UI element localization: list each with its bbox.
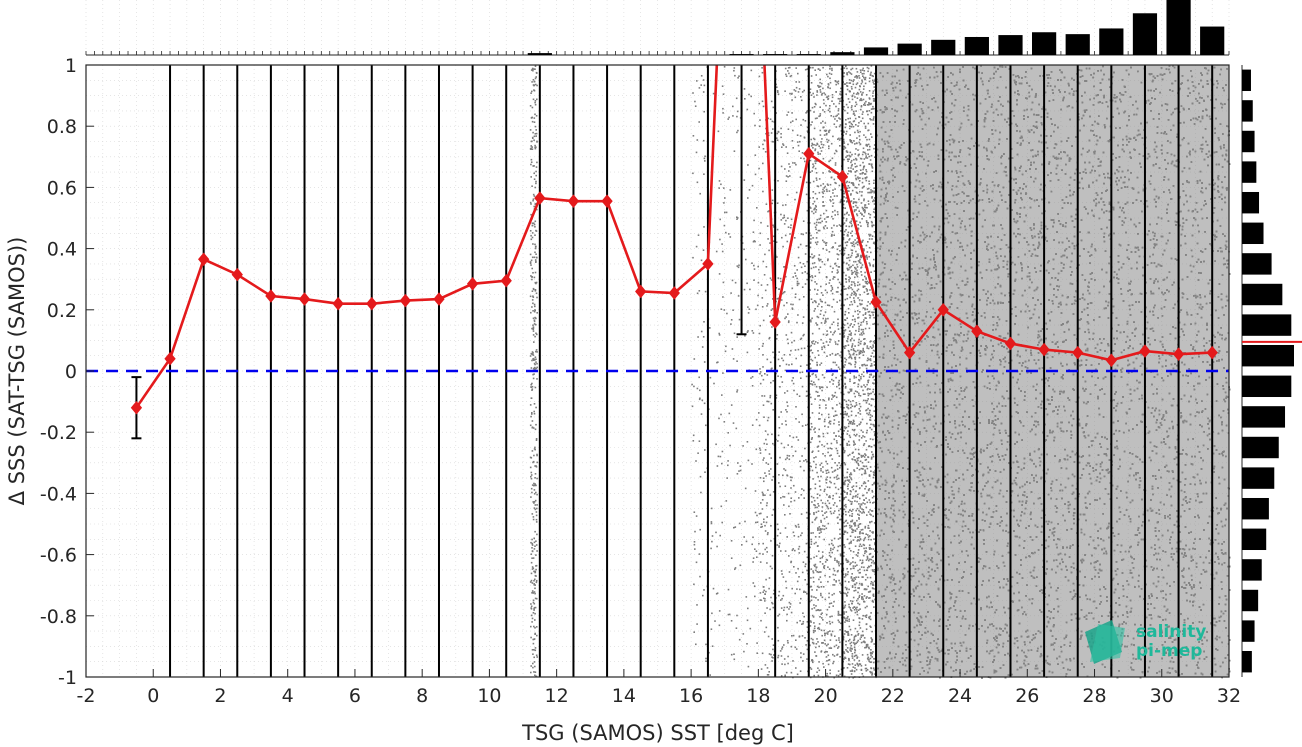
chart: -2 0 2 4 6 8 10 12 14 16 18 20 22 24 26 28 30 32-1-0.8-0.…: [0, 0, 1302, 747]
x-tick-label: 26: [1015, 685, 1039, 707]
x-tick-label: 10: [477, 685, 501, 707]
x-tick-label: 16: [679, 685, 703, 707]
top-hist-bar: [931, 40, 955, 55]
y-tick-label: 0.6: [47, 177, 77, 199]
top-hist-bar: [1133, 13, 1157, 55]
top-hist-bar: [797, 54, 821, 55]
x-tick-label: 28: [1082, 685, 1106, 707]
right-hist-bar: [1242, 192, 1259, 213]
y-axis-label: Δ SSS (SAT-TSG (SAMOS)): [5, 237, 29, 506]
right-hist-bar: [1242, 345, 1294, 366]
right-histogram: [1242, 65, 1302, 677]
x-tick-label: 22: [881, 685, 905, 707]
y-tick-label: 0: [65, 361, 77, 383]
x-tick-label: 18: [746, 685, 770, 707]
right-hist-bar: [1242, 559, 1262, 580]
x-tick-label: 12: [545, 685, 569, 707]
x-tick-label: 20: [813, 685, 837, 707]
top-hist-bar: [528, 53, 552, 55]
top-hist-bar: [1032, 32, 1056, 55]
right-hist-bar: [1242, 70, 1251, 91]
x-tick-label: 32: [1217, 685, 1241, 707]
x-tick-label: 30: [1150, 685, 1174, 707]
top-hist-bar: [1166, 0, 1190, 55]
x-tick-label: 24: [948, 685, 972, 707]
right-hist-bar: [1242, 314, 1291, 335]
right-hist-bar: [1242, 498, 1269, 519]
x-tick-label: -2: [77, 685, 96, 707]
right-hist-bar: [1242, 161, 1256, 182]
right-hist-bar: [1242, 590, 1258, 611]
plot-area: -2 0 2 4 6 8 10 12 14 16 18 20 22 24 26 28 30 32-1-0.8-0.…: [40, 0, 1241, 707]
right-hist-bar: [1242, 651, 1252, 672]
right-hist-bar: [1242, 223, 1264, 244]
right-hist-bar: [1242, 437, 1279, 458]
top-hist-bar: [864, 47, 888, 55]
right-hist-bar: [1242, 529, 1266, 550]
logo-line2: pi-mep: [1136, 641, 1202, 661]
x-tick-label: 0: [147, 685, 159, 707]
y-tick-label: -0.2: [40, 422, 77, 444]
y-tick-label: -0.8: [40, 606, 77, 628]
top-hist-bar: [729, 54, 753, 55]
y-tick-label: 0.2: [47, 300, 77, 322]
top-hist-bar: [1066, 34, 1090, 55]
top-hist-bar: [763, 54, 787, 55]
y-tick-label: -1: [58, 667, 77, 689]
top-hist-bar: [965, 37, 989, 55]
right-hist-bar: [1242, 620, 1255, 641]
right-hist-bar: [1242, 376, 1291, 397]
y-tick-label: 0.4: [47, 239, 77, 261]
salinity-pi-mep-logo: salinity pi-mep: [1085, 620, 1206, 664]
x-axis-label: TSG (SAMOS) SST [deg C]: [521, 721, 794, 745]
y-tick-label: -0.4: [40, 483, 77, 505]
right-hist-bar: [1242, 131, 1255, 152]
x-tick-label: 6: [349, 685, 361, 707]
x-tick-label: 4: [282, 685, 294, 707]
logo-line1: salinity: [1136, 622, 1206, 642]
top-hist-bar: [1200, 27, 1224, 55]
top-hist-bar: [898, 44, 922, 55]
x-tick-label: 8: [416, 685, 428, 707]
right-hist-bar: [1242, 406, 1285, 427]
y-tick-label: -0.6: [40, 545, 77, 567]
y-tick-label: 0.8: [47, 116, 77, 138]
right-hist-bar: [1242, 253, 1272, 274]
right-hist-bar: [1242, 284, 1282, 305]
x-tick-label: 14: [612, 685, 636, 707]
top-hist-bar: [998, 35, 1022, 55]
top-histogram: [86, 0, 1229, 55]
x-tick-label: 2: [214, 685, 226, 707]
y-tick-label: 1: [65, 55, 77, 77]
right-hist-bar: [1242, 467, 1274, 488]
top-hist-bar: [830, 52, 854, 55]
top-hist-bar: [1099, 28, 1123, 55]
right-hist-bar: [1242, 100, 1253, 121]
